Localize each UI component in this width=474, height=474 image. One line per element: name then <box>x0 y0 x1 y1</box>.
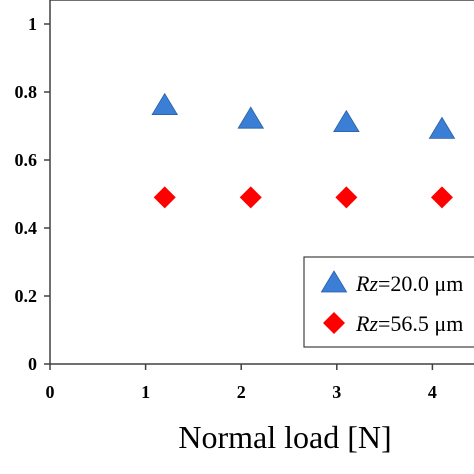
y-tick-label: 0.6 <box>15 150 38 170</box>
x-axis-title: Normal load [N] <box>178 419 391 455</box>
y-tick-label: 0.8 <box>15 82 38 102</box>
legend-label-italic: Rz <box>355 271 378 296</box>
x-tick-label: 3 <box>332 382 341 402</box>
diamond-point <box>335 186 358 209</box>
triangle-point <box>151 92 179 115</box>
triangle-point <box>428 116 456 139</box>
y-tick-label: 0.2 <box>15 286 38 306</box>
x-axis: 0 1 2 3 4 <box>46 364 437 402</box>
x-tick-label: 2 <box>237 382 246 402</box>
y-tick-label: 0 <box>28 354 37 374</box>
legend-label: Rz=56.5 μm <box>355 311 463 336</box>
y-tick-label: 1 <box>28 14 37 34</box>
triangle-point <box>333 109 360 133</box>
legend-label-italic: Rz <box>355 311 378 336</box>
y-axis: 0 0.2 0.4 0.6 0.8 1 <box>15 14 50 374</box>
legend-label: Rz=20.0 μm <box>355 271 463 296</box>
legend-label-rest: =20.0 μm <box>378 271 463 296</box>
data-markers <box>151 92 456 209</box>
legend-triangle-marker <box>320 270 348 293</box>
diamond-point <box>430 186 453 209</box>
diamond-point <box>153 186 176 209</box>
triangle-point <box>237 106 265 129</box>
diamond-point <box>239 186 262 209</box>
plot-frame <box>49 0 474 365</box>
legend-diamond-marker <box>323 312 345 334</box>
x-tick-label: 0 <box>46 382 55 402</box>
x-tick-label: 1 <box>141 382 150 402</box>
legend-label-rest: =56.5 μm <box>378 311 463 336</box>
x-tick-label: 4 <box>428 382 437 402</box>
y-tick-label: 0.4 <box>15 218 38 238</box>
